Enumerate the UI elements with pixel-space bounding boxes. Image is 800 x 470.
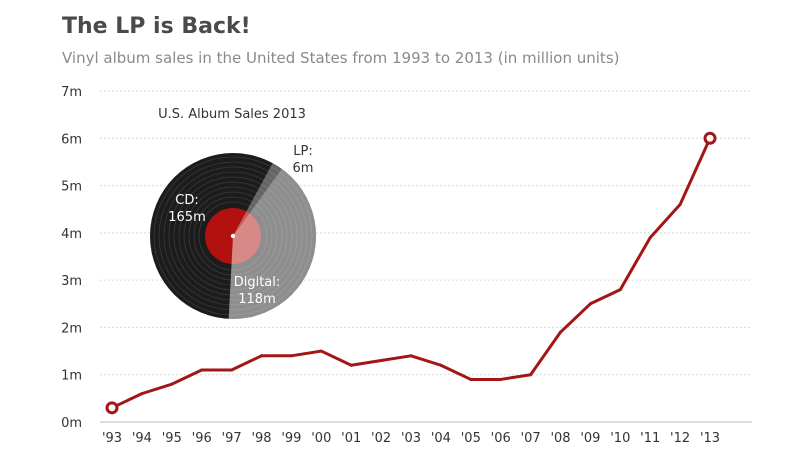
data-point [469,377,473,381]
inset-title: U.S. Album Sales 2013 [158,107,306,122]
pie-label-digital: Digital: 118m [234,275,281,307]
x-tick-label: '05 [461,431,481,446]
x-tick-label: '10 [610,431,630,446]
data-point [379,359,383,363]
data-point [618,288,622,292]
pie-slice-lp [233,163,282,236]
x-tick-label: '01 [341,431,361,446]
data-point [588,302,592,306]
y-axis: 0m 1m 2m 3m 4m 5m 6m 7m [61,85,82,431]
data-point [260,354,263,358]
y-tick-label: 7m [61,85,82,100]
y-tick-label: 3m [61,274,82,289]
pie-slice-digital [228,168,317,319]
y-tick-label: 1m [61,369,82,384]
data-point [439,363,443,367]
pie-label-cd: CD: 165m [168,193,205,225]
pie-inset: U.S. Album Sales 2013 CD: 165m Digital: 118… [150,107,317,319]
chart-title: The LP is Back! [62,14,251,39]
x-tick-label: '07 [521,431,541,446]
x-tick-label: '96 [192,431,212,446]
data-point [678,202,682,206]
highlighted-point [105,401,119,415]
x-tick-label: '99 [281,431,301,446]
x-axis: '93 '94 '95 '96 '97 '98 '99 '00 '01 '02 '03 '04 '05 '… [102,431,720,446]
x-tick-label: '09 [580,431,600,446]
x-tick-label: '00 [311,431,331,446]
x-tick-label: '98 [251,431,271,446]
data-point [289,354,293,358]
data-point [230,368,234,372]
data-point [170,382,174,386]
data-point [349,363,353,367]
data-point [319,349,323,353]
x-tick-label: '94 [132,431,152,446]
x-tick-label: '12 [670,431,690,446]
data-point [140,392,144,396]
x-tick-label: '03 [401,431,421,446]
pie-label-lp: LP: 6m [293,144,314,176]
y-tick-label: 4m [61,227,82,242]
highlighted-point [703,131,717,145]
data-point [200,368,204,372]
data-point [559,330,562,334]
x-tick-label: '02 [371,431,391,446]
x-tick-label: '04 [431,431,451,446]
x-tick-label: '11 [640,431,660,446]
vinyl-record-pie [150,153,317,319]
data-point [529,373,533,377]
pie-labels: CD: 165m Digital: 118m LP: 6m [168,144,313,307]
record-spindle [230,233,236,239]
data-point [409,354,413,358]
x-tick-label: '97 [222,431,242,446]
x-tick-label: '93 [102,431,122,446]
chart-subtitle: Vinyl album sales in the United States f… [62,49,620,67]
data-point [648,236,652,240]
series-group [105,131,717,415]
y-tick-label: 6m [61,132,82,147]
y-tick-label: 0m [61,416,82,431]
data-point [499,377,503,381]
x-tick-label: '13 [700,431,720,446]
x-tick-label: '95 [162,431,182,446]
y-tick-label: 2m [61,321,82,336]
x-tick-label: '06 [491,431,511,446]
x-tick-label: '08 [550,431,570,446]
y-tick-label: 5m [61,180,82,195]
